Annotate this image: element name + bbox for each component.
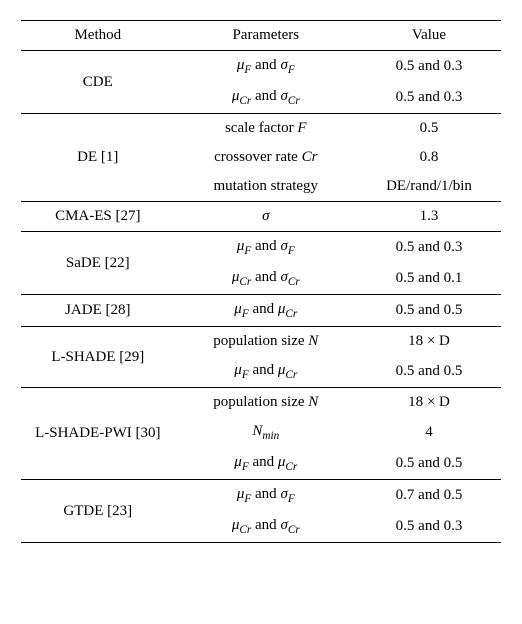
parameter-cell: μF and μCr [175,448,357,480]
table-row: CDEμF and σF0.5 and 0.3 [21,51,501,83]
parameter-cell: σ [175,202,357,232]
value-cell: 0.5 and 0.5 [357,356,501,388]
header-method: Method [21,21,175,51]
header-value: Value [357,21,501,51]
method-cell: L-SHADE [29] [21,327,175,388]
table-row: L-SHADE [29]population size N18 × D [21,327,501,357]
value-cell: 0.5 and 0.3 [357,51,501,83]
parameter-cell: crossover rate Cr [175,143,357,172]
header-parameters: Parameters [175,21,357,51]
value-cell: 0.5 and 0.3 [357,511,501,543]
method-cell: SaDE [22] [21,232,175,295]
value-cell: 18 × D [357,388,501,418]
table-row: DE [1]scale factor F0.5 [21,114,501,144]
method-cell: CDE [21,51,175,114]
parameters-table: Method Parameters Value CDEμF and σF0.5 … [21,20,501,543]
parameter-cell: scale factor F [175,114,357,144]
table-row: SaDE [22]μF and σF0.5 and 0.3 [21,232,501,264]
parameter-cell: Nmin [175,417,357,448]
method-cell: CMA-ES [27] [21,202,175,232]
parameter-cell: μF and σF [175,480,357,512]
parameter-cell: population size N [175,327,357,357]
table-row: L-SHADE-PWI [30]population size N18 × D [21,388,501,418]
value-cell: 0.5 and 0.1 [357,263,501,295]
parameter-cell: μCr and σCr [175,82,357,114]
value-cell: 0.5 [357,114,501,144]
table-row: GTDE [23]μF and σF0.7 and 0.5 [21,480,501,512]
value-cell: 18 × D [357,327,501,357]
parameter-cell: mutation strategy [175,172,357,202]
value-cell: 4 [357,417,501,448]
value-cell: 0.5 and 0.5 [357,448,501,480]
table-body: CDEμF and σF0.5 and 0.3μCr and σCr0.5 an… [21,51,501,543]
value-cell: 0.5 and 0.3 [357,232,501,264]
parameter-cell: μF and μCr [175,356,357,388]
table-row: CMA-ES [27]σ1.3 [21,202,501,232]
method-cell: JADE [28] [21,295,175,327]
value-cell: 0.8 [357,143,501,172]
parameter-cell: μF and σF [175,232,357,264]
value-cell: 0.5 and 0.5 [357,295,501,327]
method-cell: DE [1] [21,114,175,202]
method-cell: L-SHADE-PWI [30] [21,388,175,480]
header-row: Method Parameters Value [21,21,501,51]
value-cell: 1.3 [357,202,501,232]
table-row: JADE [28]μF and μCr0.5 and 0.5 [21,295,501,327]
parameter-cell: μF and σF [175,51,357,83]
value-cell: 0.7 and 0.5 [357,480,501,512]
parameter-cell: μCr and σCr [175,263,357,295]
parameter-cell: population size N [175,388,357,418]
method-cell: GTDE [23] [21,480,175,543]
parameter-cell: μF and μCr [175,295,357,327]
value-cell: DE/rand/1/bin [357,172,501,202]
value-cell: 0.5 and 0.3 [357,82,501,114]
parameter-cell: μCr and σCr [175,511,357,543]
